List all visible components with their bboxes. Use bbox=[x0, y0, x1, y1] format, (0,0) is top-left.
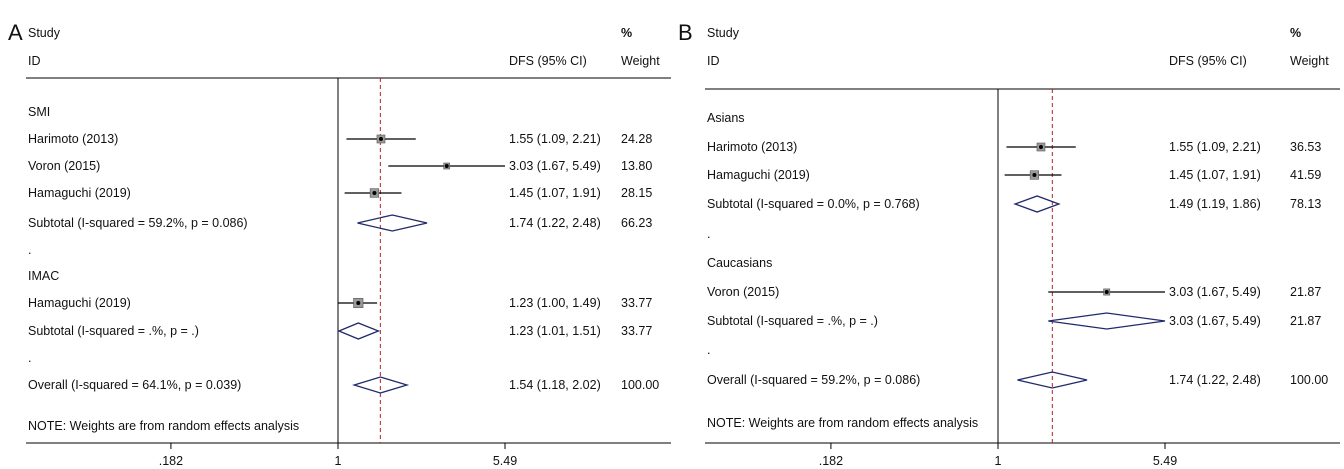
header-weight: Weight bbox=[1290, 54, 1329, 68]
weight-value: 100.00 bbox=[621, 378, 659, 392]
header-weight: Weight bbox=[621, 54, 660, 68]
study-label: Voron (2015) bbox=[707, 285, 779, 299]
x-tick-label: .182 bbox=[159, 454, 183, 468]
header-study: Study bbox=[707, 26, 740, 40]
weight-value: 100.00 bbox=[1290, 373, 1328, 387]
effect-ci-text: 3.03 (1.67, 5.49) bbox=[1169, 285, 1261, 299]
x-tick-label: .182 bbox=[819, 454, 843, 468]
point-estimate bbox=[378, 137, 383, 141]
footnote: NOTE: Weights are from random effects an… bbox=[707, 416, 978, 430]
overall-diamond bbox=[1017, 371, 1088, 389]
weight-value: 78.13 bbox=[1290, 197, 1321, 211]
x-tick-label: 1 bbox=[995, 454, 1002, 468]
spacer-dot: . bbox=[28, 243, 31, 257]
subgroup-label: Asians bbox=[707, 111, 745, 125]
study-label: Hamaguchi (2019) bbox=[28, 296, 131, 310]
forest-panel-a: A Study ID DFS (95% CI)% Weight .182 1 5.49 SMI H… bbox=[8, 20, 671, 468]
weight-value: 21.87 bbox=[1290, 314, 1321, 328]
weight-value: 28.15 bbox=[621, 186, 652, 200]
subtotal-label: Subtotal (I-squared = .%, p = .) bbox=[28, 324, 199, 338]
effect-ci-text: 1.74 (1.22, 2.48) bbox=[509, 216, 601, 230]
effect-ci-text: 1.45 (1.07, 1.91) bbox=[1169, 168, 1261, 182]
subtotal-label: Subtotal (I-squared = 0.0%, p = 0.768) bbox=[707, 197, 920, 211]
point-estimate bbox=[372, 191, 377, 195]
header-effect: DFS (95% CI) bbox=[509, 54, 587, 68]
overall-label: Overall (I-squared = 64.1%, p = 0.039) bbox=[28, 378, 241, 392]
header-pct: % bbox=[621, 26, 632, 40]
x-tick-label: 5.49 bbox=[1153, 454, 1177, 468]
effect-ci-text: 1.74 (1.22, 2.48) bbox=[1169, 373, 1261, 387]
x-tick-label: 1 bbox=[335, 454, 342, 468]
header-id: ID bbox=[707, 54, 720, 68]
subgroup-label: SMI bbox=[28, 105, 50, 119]
header-id: ID bbox=[28, 54, 41, 68]
effect-ci-text: 1.55 (1.09, 2.21) bbox=[509, 132, 601, 146]
weight-value: 13.80 bbox=[621, 159, 652, 173]
weight-value: 41.59 bbox=[1290, 168, 1321, 182]
effect-ci-text: 1.55 (1.09, 2.21) bbox=[1169, 140, 1261, 154]
overall-diamond bbox=[352, 376, 410, 394]
effect-ci-text: 1.49 (1.19, 1.86) bbox=[1169, 197, 1261, 211]
point-estimate bbox=[356, 301, 361, 305]
effect-ci-text: 1.23 (1.00, 1.49) bbox=[509, 296, 601, 310]
spacer-dot: . bbox=[707, 343, 710, 357]
spacer-dot: . bbox=[28, 351, 31, 365]
effect-ci-text: 1.23 (1.01, 1.51) bbox=[509, 324, 601, 338]
weight-value: 21.87 bbox=[1290, 285, 1321, 299]
subtotal-label: Subtotal (I-squared = 59.2%, p = 0.086) bbox=[28, 216, 248, 230]
weight-value: 33.77 bbox=[621, 324, 652, 338]
study-label: Voron (2015) bbox=[28, 159, 100, 173]
panel-letter: B bbox=[678, 20, 693, 45]
study-label: Harimoto (2013) bbox=[28, 132, 118, 146]
weight-value: 24.28 bbox=[621, 132, 652, 146]
study-label: Hamaguchi (2019) bbox=[28, 186, 131, 200]
effect-ci-text: 1.54 (1.18, 2.02) bbox=[509, 378, 601, 392]
effect-ci-text: 1.45 (1.07, 1.91) bbox=[509, 186, 601, 200]
forest-panel-b: B Study ID DFS (95% CI)% Weight .182 1 5.49 Asia… bbox=[678, 20, 1340, 468]
study-label: Hamaguchi (2019) bbox=[707, 168, 810, 182]
panel-letter: A bbox=[8, 20, 23, 45]
weight-value: 36.53 bbox=[1290, 140, 1321, 154]
subtotal-diamond bbox=[1013, 195, 1061, 213]
point-estimate bbox=[1038, 145, 1043, 149]
point-estimate bbox=[1104, 290, 1109, 294]
overall-label: Overall (I-squared = 59.2%, p = 0.086) bbox=[707, 373, 920, 387]
footnote: NOTE: Weights are from random effects an… bbox=[28, 419, 299, 433]
weight-value: 66.23 bbox=[621, 216, 652, 230]
header-study: Study bbox=[28, 26, 61, 40]
subtotal-diamond bbox=[357, 214, 428, 232]
subtotal-diamond bbox=[1048, 312, 1166, 330]
subgroup-label: IMAC bbox=[28, 269, 59, 283]
effect-ci-text: 3.03 (1.67, 5.49) bbox=[1169, 314, 1261, 328]
study-label: Harimoto (2013) bbox=[707, 140, 797, 154]
point-estimate bbox=[444, 164, 449, 168]
spacer-dot: . bbox=[707, 227, 710, 241]
effect-ci-text: 3.03 (1.67, 5.49) bbox=[509, 159, 601, 173]
x-tick-label: 5.49 bbox=[493, 454, 517, 468]
header-effect: DFS (95% CI) bbox=[1169, 54, 1247, 68]
subtotal-label: Subtotal (I-squared = .%, p = .) bbox=[707, 314, 878, 328]
header-pct: % bbox=[1290, 26, 1301, 40]
subtotal-diamond bbox=[337, 322, 381, 340]
weight-value: 33.77 bbox=[621, 296, 652, 310]
point-estimate bbox=[1032, 173, 1037, 177]
subgroup-label: Caucasians bbox=[707, 256, 772, 270]
